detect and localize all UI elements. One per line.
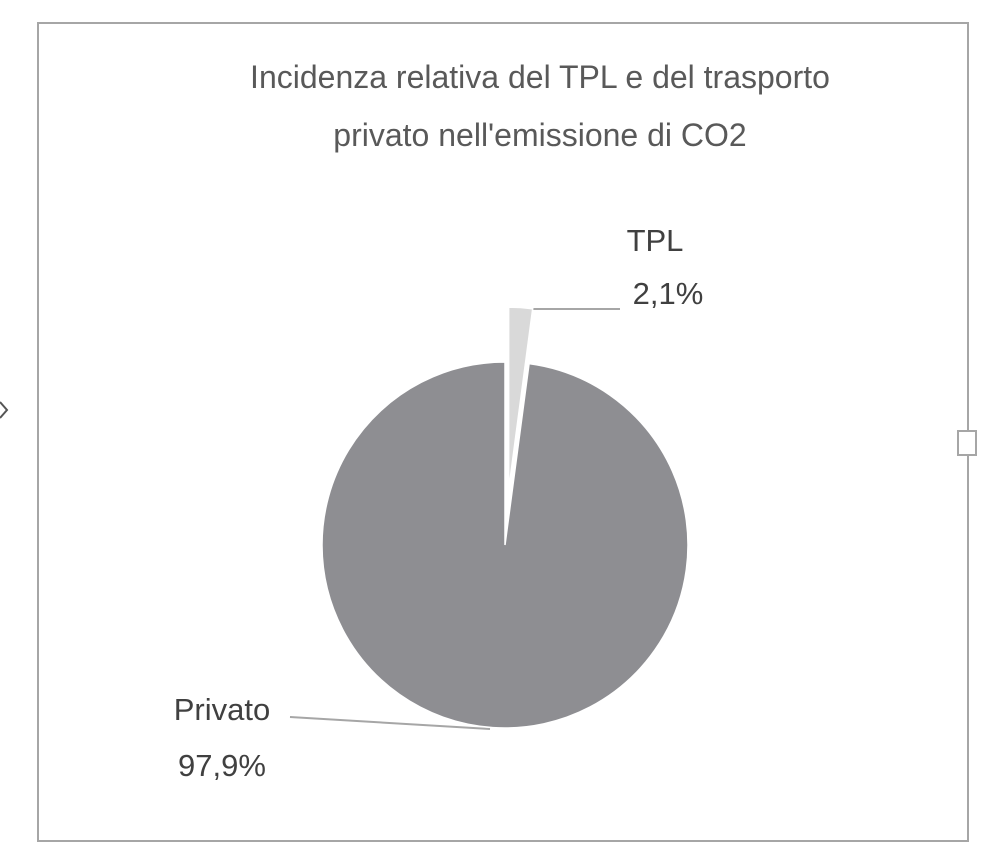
leader-line	[289, 716, 491, 730]
resize-handle	[957, 430, 977, 456]
chart-title: Incidenza relativa del TPL e del traspor…	[250, 59, 830, 153]
slice-label: TPL	[627, 223, 684, 258]
pie-slice	[507, 306, 534, 491]
slice-label: Privato	[174, 692, 270, 727]
pie-slice	[321, 361, 689, 729]
edge-glyph	[0, 401, 9, 419]
slice-value-label: 97,9%	[178, 748, 266, 783]
slice-value-label: 2,1%	[633, 276, 704, 311]
